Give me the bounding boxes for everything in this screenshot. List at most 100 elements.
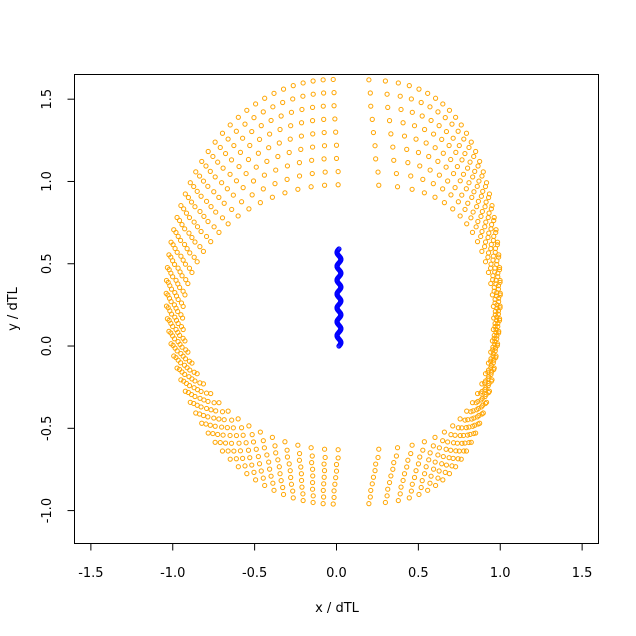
ring-point: [476, 178, 482, 184]
ring-point: [192, 204, 198, 210]
ring-point: [260, 109, 266, 115]
x-tick-label: 0.0: [326, 566, 347, 581]
ring-point: [192, 239, 198, 245]
ring-point: [474, 204, 480, 210]
ring-point: [457, 416, 463, 422]
ring-point: [469, 194, 475, 200]
ring-point: [489, 292, 495, 298]
ring-point: [189, 269, 195, 276]
ring-point: [393, 453, 400, 459]
ring-point: [212, 139, 218, 145]
ring-point: [250, 439, 257, 445]
ring-point: [373, 156, 379, 162]
ring-point: [238, 199, 245, 205]
ring-point: [386, 118, 393, 124]
ring-point: [474, 183, 480, 189]
ring-point: [411, 474, 418, 481]
ring-point: [221, 417, 227, 423]
ring-point: [439, 136, 445, 143]
ring-point: [296, 173, 303, 179]
ring-point: [256, 136, 263, 143]
x-tick-label: -1.0: [160, 566, 185, 581]
ring-point: [295, 442, 301, 448]
ring-point: [398, 106, 404, 113]
ring-point: [397, 491, 403, 497]
ring-point: [382, 499, 388, 506]
ring-point: [224, 186, 230, 192]
ring-point: [219, 409, 226, 415]
ring-point: [268, 117, 274, 124]
ring-point: [394, 184, 401, 190]
core-point: [335, 247, 341, 253]
ring-point: [205, 183, 211, 189]
y-tick-label: 0.5: [40, 253, 55, 274]
ring-point: [183, 210, 190, 216]
ring-point: [172, 245, 178, 252]
ring-point: [494, 239, 501, 245]
ring-point: [432, 482, 439, 489]
ring-point: [420, 176, 426, 182]
ring-point: [182, 191, 188, 197]
ring-point: [300, 80, 306, 86]
ring-point: [496, 252, 502, 258]
ring-point: [430, 443, 436, 449]
ring-point: [176, 217, 183, 224]
ring-point: [269, 434, 275, 440]
ring-point: [375, 454, 381, 461]
ring-point: [213, 408, 219, 414]
ring-point: [194, 259, 200, 265]
ring-point: [185, 280, 191, 287]
ring-point: [203, 163, 209, 169]
ring-point: [485, 269, 492, 276]
ring-point: [220, 432, 226, 438]
ring-point: [280, 484, 286, 491]
ring-point: [205, 430, 211, 436]
ring-point: [175, 308, 181, 315]
ring-point: [448, 447, 454, 453]
ring-point: [253, 101, 259, 107]
ring-point: [440, 438, 446, 444]
ring-point: [492, 249, 498, 255]
ring-point: [485, 254, 491, 260]
ring-point: [332, 481, 338, 487]
ring-point: [398, 484, 404, 490]
ring-point: [419, 113, 425, 119]
ring-point: [440, 186, 446, 192]
ring-point: [309, 170, 315, 177]
ring-point: [333, 129, 339, 135]
ring-point: [440, 150, 446, 156]
ring-point: [436, 468, 442, 474]
ring-point: [174, 249, 180, 255]
ring-point: [264, 452, 270, 458]
ring-point: [443, 128, 450, 135]
ring-point: [465, 200, 471, 206]
ring-point: [430, 466, 437, 472]
ring-point: [253, 446, 259, 452]
ring-point: [321, 129, 327, 136]
ring-point: [171, 336, 178, 342]
ring-point: [233, 456, 239, 462]
ring-point: [219, 448, 226, 454]
ring-point: [168, 286, 175, 292]
ring-point: [439, 461, 445, 467]
ring-point: [479, 248, 485, 254]
ring-point: [421, 126, 428, 133]
ring-point: [174, 214, 180, 221]
ring-point: [288, 481, 295, 487]
ring-point: [474, 414, 480, 420]
ring-point: [466, 180, 472, 186]
ring-point: [482, 183, 489, 190]
ring-point: [470, 174, 476, 180]
ring-point: [310, 473, 316, 479]
ring-point: [310, 493, 316, 499]
ring-point: [186, 230, 192, 236]
ring-point: [432, 145, 438, 151]
ring-point: [222, 440, 229, 446]
ring-point: [495, 320, 501, 327]
ring-point: [369, 116, 375, 122]
ring-point: [309, 104, 316, 111]
ring-point: [180, 326, 186, 333]
ring-point: [435, 475, 441, 481]
ring-point: [276, 140, 282, 146]
